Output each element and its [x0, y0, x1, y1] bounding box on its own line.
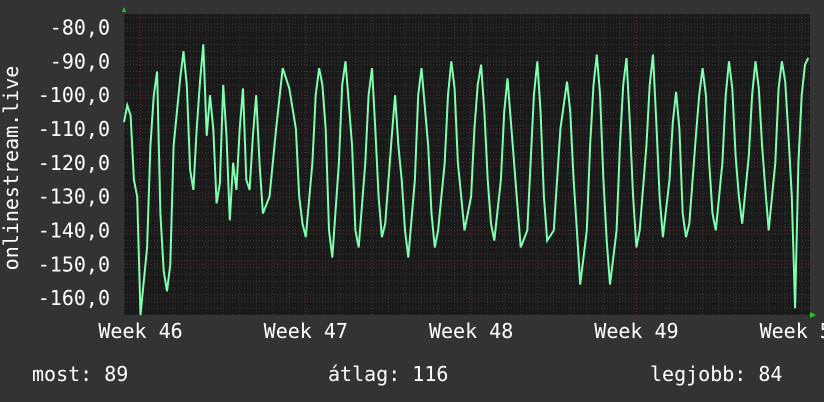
- y-tick-label: -120,0: [38, 151, 110, 175]
- best-value: legjobb: 84: [650, 362, 783, 386]
- x-tick-label: Week 48: [429, 319, 513, 343]
- grid: [123, 14, 810, 316]
- y-tick-label: -90,0: [50, 49, 110, 73]
- y-axis-ticks: -80,0 -90,0 -100,0 -110,0 -120,0 -130,0 -140,0…: [38, 16, 110, 311]
- y-tick-label: -80,0: [50, 16, 110, 40]
- x-tick-label: Week 49: [594, 319, 678, 343]
- series-line: [123, 44, 810, 316]
- y-tick-label: -100,0: [38, 83, 110, 107]
- y-axis-label: onlinestream.live: [0, 66, 23, 271]
- x-tick-label: Week 50: [760, 319, 824, 343]
- y-tick-label: -140,0: [38, 218, 110, 242]
- current-value: most: 89: [32, 362, 129, 386]
- y-tick-label: -160,0: [38, 286, 110, 310]
- x-tick-label: Week 47: [264, 319, 348, 343]
- y-tick-label: -150,0: [38, 252, 110, 276]
- x-tick-label: Week 46: [98, 319, 182, 343]
- y-tick-label: -110,0: [38, 117, 110, 141]
- y-axis-arrow: [122, 7, 126, 12]
- y-tick-label: -130,0: [38, 185, 110, 209]
- x-axis-ticks: Week 46 Week 47 Week 48 Week 49 Week 50: [98, 319, 824, 343]
- x-axis-arrow: [810, 312, 816, 318]
- average-value: átlag: 116: [328, 362, 449, 386]
